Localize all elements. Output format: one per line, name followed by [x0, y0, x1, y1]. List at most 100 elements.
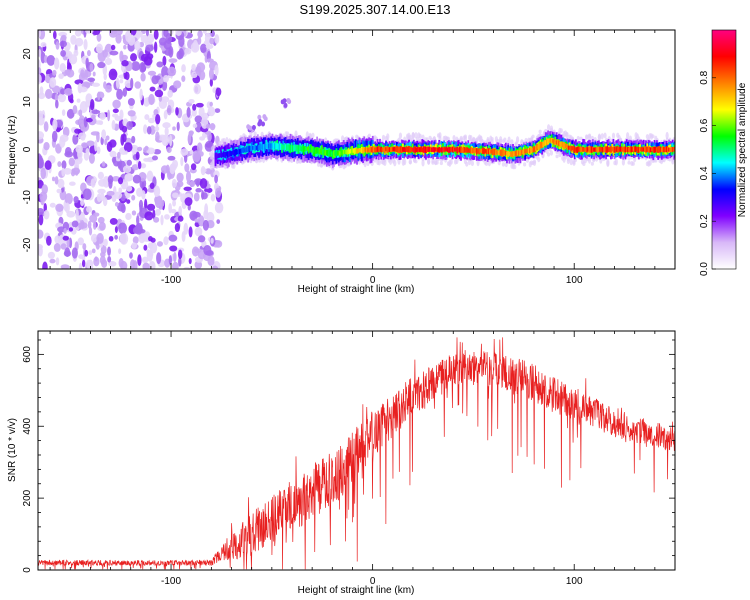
- noise-blob: [177, 215, 184, 222]
- noise-blob: [51, 130, 58, 143]
- noise-blob: [194, 218, 201, 223]
- signal-cell: [351, 148, 354, 154]
- signal-cell: [509, 151, 512, 157]
- signal-cell: [598, 146, 600, 153]
- noise-blob: [180, 148, 189, 156]
- signal-cell: [364, 147, 367, 152]
- noise-blob: [156, 61, 164, 68]
- snr-xtick-label: -100: [161, 576, 181, 587]
- noise-blob: [98, 120, 104, 126]
- noise-blob: [153, 185, 161, 198]
- noise-blob: [203, 245, 212, 256]
- snr-series-line: [38, 337, 675, 570]
- noise-blob: [172, 192, 179, 199]
- signal-cell: [262, 144, 265, 150]
- signal-cell: [429, 146, 432, 152]
- noise-blob: [214, 64, 219, 77]
- signal-halo: [611, 132, 616, 140]
- signal-halo: [285, 131, 290, 137]
- signal-cell: [423, 146, 426, 153]
- signal-halo: [621, 158, 625, 166]
- spur-blob: [261, 121, 266, 127]
- noise-blob: [154, 75, 161, 81]
- noise-blob: [169, 245, 178, 252]
- noise-blob: [116, 151, 121, 159]
- noise-blob: [188, 130, 194, 137]
- signal-cell: [576, 146, 579, 154]
- noise-blob: [204, 187, 213, 194]
- signal-cell: [477, 149, 479, 154]
- noise-blob: [126, 159, 132, 166]
- noise-blob: [146, 126, 152, 135]
- signal-cell: [462, 146, 465, 154]
- signal-cell: [437, 147, 439, 153]
- spectrogram-ylabel: Frequency (Hz): [7, 116, 18, 185]
- noise-blob: [38, 155, 43, 166]
- snr-panel: -100 0 100 0 200 400 600 Height of straight li…: [7, 330, 676, 596]
- noise-blob: [210, 237, 214, 244]
- signal-cell: [391, 146, 393, 152]
- noise-blob: [202, 30, 207, 34]
- colorbar-tick-label: 0.8: [699, 70, 710, 84]
- spectrogram-ytick-label: -20: [22, 237, 33, 252]
- noise-blob: [76, 98, 81, 103]
- noise-blob: [88, 226, 93, 236]
- signal-cell: [450, 147, 453, 152]
- signal-cell: [369, 146, 372, 153]
- noise-blob: [196, 142, 203, 153]
- signal-halo: [576, 135, 580, 141]
- noise-blob: [163, 40, 172, 50]
- noise-blob: [123, 142, 133, 153]
- signal-cell: [658, 146, 661, 153]
- noise-blob: [155, 114, 161, 125]
- noise-blob: [172, 261, 179, 269]
- signal-cell: [507, 151, 510, 157]
- noise-blob: [184, 163, 190, 173]
- noise-blob: [197, 235, 206, 243]
- noise-blob: [108, 235, 114, 242]
- signal-cell: [344, 149, 346, 155]
- signal-cell: [474, 148, 477, 153]
- noise-blob: [106, 190, 115, 196]
- signal-cell: [547, 138, 550, 145]
- noise-blob: [155, 208, 161, 216]
- signal-halo: [572, 160, 576, 166]
- noise-blob: [143, 157, 151, 162]
- signal-cell: [382, 147, 385, 152]
- noise-blob: [87, 50, 91, 57]
- noise-blob: [111, 113, 119, 118]
- noise-blob: [96, 146, 101, 155]
- signal-cell: [490, 149, 493, 154]
- signal-cell: [393, 146, 396, 152]
- signal-cell: [312, 146, 315, 153]
- colorbar-tick-label: 0.4: [699, 166, 710, 180]
- signal-cell: [524, 149, 527, 154]
- signal-halo: [654, 157, 658, 163]
- noise-blob: [117, 177, 124, 185]
- signal-cell: [486, 148, 489, 155]
- noise-blob: [112, 99, 121, 109]
- signal-cell: [244, 147, 247, 153]
- noise-blob: [186, 106, 191, 118]
- signal-cell: [671, 147, 674, 153]
- signal-cell: [654, 146, 657, 153]
- signal-halo: [503, 137, 507, 143]
- noise-blob: [141, 256, 149, 264]
- noise-blob: [161, 96, 170, 103]
- signal-halo: [311, 132, 315, 139]
- signal-cell: [612, 146, 615, 153]
- signal-cell: [272, 142, 275, 149]
- noise-blob: [163, 74, 169, 83]
- noise-blob: [46, 54, 56, 66]
- noise-blob: [145, 44, 154, 52]
- noise-blob: [195, 102, 204, 108]
- noise-blob: [88, 250, 93, 255]
- signal-cell: [427, 146, 430, 153]
- noise-blob: [183, 266, 191, 269]
- noise-blob: [127, 97, 135, 106]
- signal-cell: [226, 151, 229, 158]
- signal-cell: [392, 147, 395, 152]
- noise-blob: [174, 222, 181, 233]
- signal-cell: [516, 150, 519, 156]
- signal-cell: [233, 149, 236, 157]
